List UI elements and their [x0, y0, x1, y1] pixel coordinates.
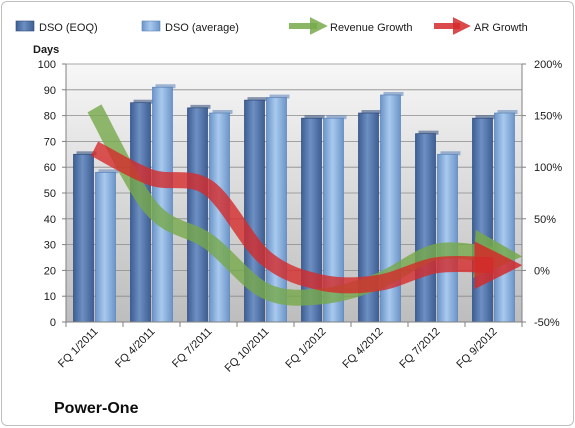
legend-label-revenue-growth: Revenue Growth	[330, 22, 413, 34]
lines-group	[87, 104, 523, 306]
legend-item-ar-growth: AR Growth	[434, 17, 528, 35]
line-ar-growth	[90, 141, 523, 294]
bar-top-face	[440, 151, 461, 156]
y-axis-title: Days	[33, 44, 59, 56]
x-axis-ticks: FQ 1/2011 FQ 4/2011 FQ 7/2011 FQ 10/2011 FQ …	[56, 322, 523, 375]
bar-top-face	[155, 84, 176, 89]
y2-axis-ticks: -50% 0% 50% 100% 150% 200%	[521, 59, 562, 329]
bar-dso-average	[437, 153, 458, 323]
y2-tick-label: 150%	[534, 111, 562, 123]
y-tick-label: 60	[44, 162, 56, 174]
y-tick-label: 20	[44, 265, 56, 277]
y-tick-label: 0	[50, 317, 56, 329]
legend-item-revenue-growth: Revenue Growth	[289, 17, 413, 35]
x-tick-label: FQ 7/2011	[170, 326, 215, 371]
bar-top-face	[247, 97, 268, 102]
bar-dso-eoq	[415, 133, 436, 323]
bar-top-face	[304, 115, 325, 120]
y2-tick-label: 0%	[534, 265, 550, 277]
y2-tick-label: 50%	[534, 214, 556, 226]
y-tick-label: 10	[44, 291, 56, 303]
x-tick-label: FQ 7/2012	[397, 326, 442, 371]
y-tick-label: 100	[38, 59, 56, 71]
y2-tick-label: 100%	[534, 162, 562, 174]
y-tick-label: 30	[44, 240, 56, 252]
bar-dso-average	[494, 112, 515, 323]
bar-top-face	[418, 130, 439, 135]
bar-dso-eoq	[472, 117, 493, 323]
x-tick-label: FQ 1/2012	[283, 326, 328, 371]
x-tick-label: FQ 4/2012	[340, 326, 385, 371]
y-tick-label: 70	[44, 136, 56, 148]
y-tick-label: 50	[44, 188, 56, 200]
y-tick-label: 90	[44, 85, 56, 97]
legend-label-dso-average: DSO (average)	[165, 22, 239, 34]
bar-top-face	[76, 151, 97, 156]
legend-item-dso-average: DSO (average)	[141, 20, 239, 34]
bar-dso-average	[95, 172, 116, 323]
x-tick-label: FQ 10/2011	[223, 326, 272, 375]
bar-top-face	[383, 91, 404, 96]
x-tick-label: FQ 4/2011	[113, 326, 158, 371]
bar-top-face	[361, 110, 382, 115]
bar-top-face	[190, 104, 211, 109]
y-axis-ticks: 0 10 20 30 40 50 60 70 80 90 100	[38, 59, 67, 329]
y2-tick-label: -50%	[534, 317, 560, 329]
bar-top-face	[475, 115, 496, 120]
bar-top-face	[497, 110, 518, 115]
y-tick-label: 40	[44, 214, 56, 226]
legend-label-dso-eoq: DSO (EOQ)	[39, 22, 98, 34]
chart-legend: DSO (EOQ) DSO (average) Revenue Growth A…	[15, 17, 528, 35]
legend-label-ar-growth: AR Growth	[474, 22, 528, 34]
y-tick-label: 80	[44, 111, 56, 123]
bar-top-face	[326, 115, 347, 120]
bar-dso-eoq	[73, 153, 94, 323]
chart-title: Power-One	[54, 400, 139, 417]
bar-top-face	[98, 169, 119, 174]
legend-item-dso-eoq: DSO (EOQ)	[15, 20, 98, 34]
y2-tick-label: 200%	[534, 59, 562, 71]
bar-top-face	[212, 110, 233, 115]
x-tick-label: FQ 9/2012	[454, 326, 499, 371]
bar-dso-eoq	[187, 107, 208, 323]
bar-top-face	[133, 99, 154, 104]
line-revenue-growth	[87, 104, 523, 306]
x-tick-label: FQ 1/2011	[56, 326, 101, 371]
bar-top-face	[269, 94, 290, 99]
